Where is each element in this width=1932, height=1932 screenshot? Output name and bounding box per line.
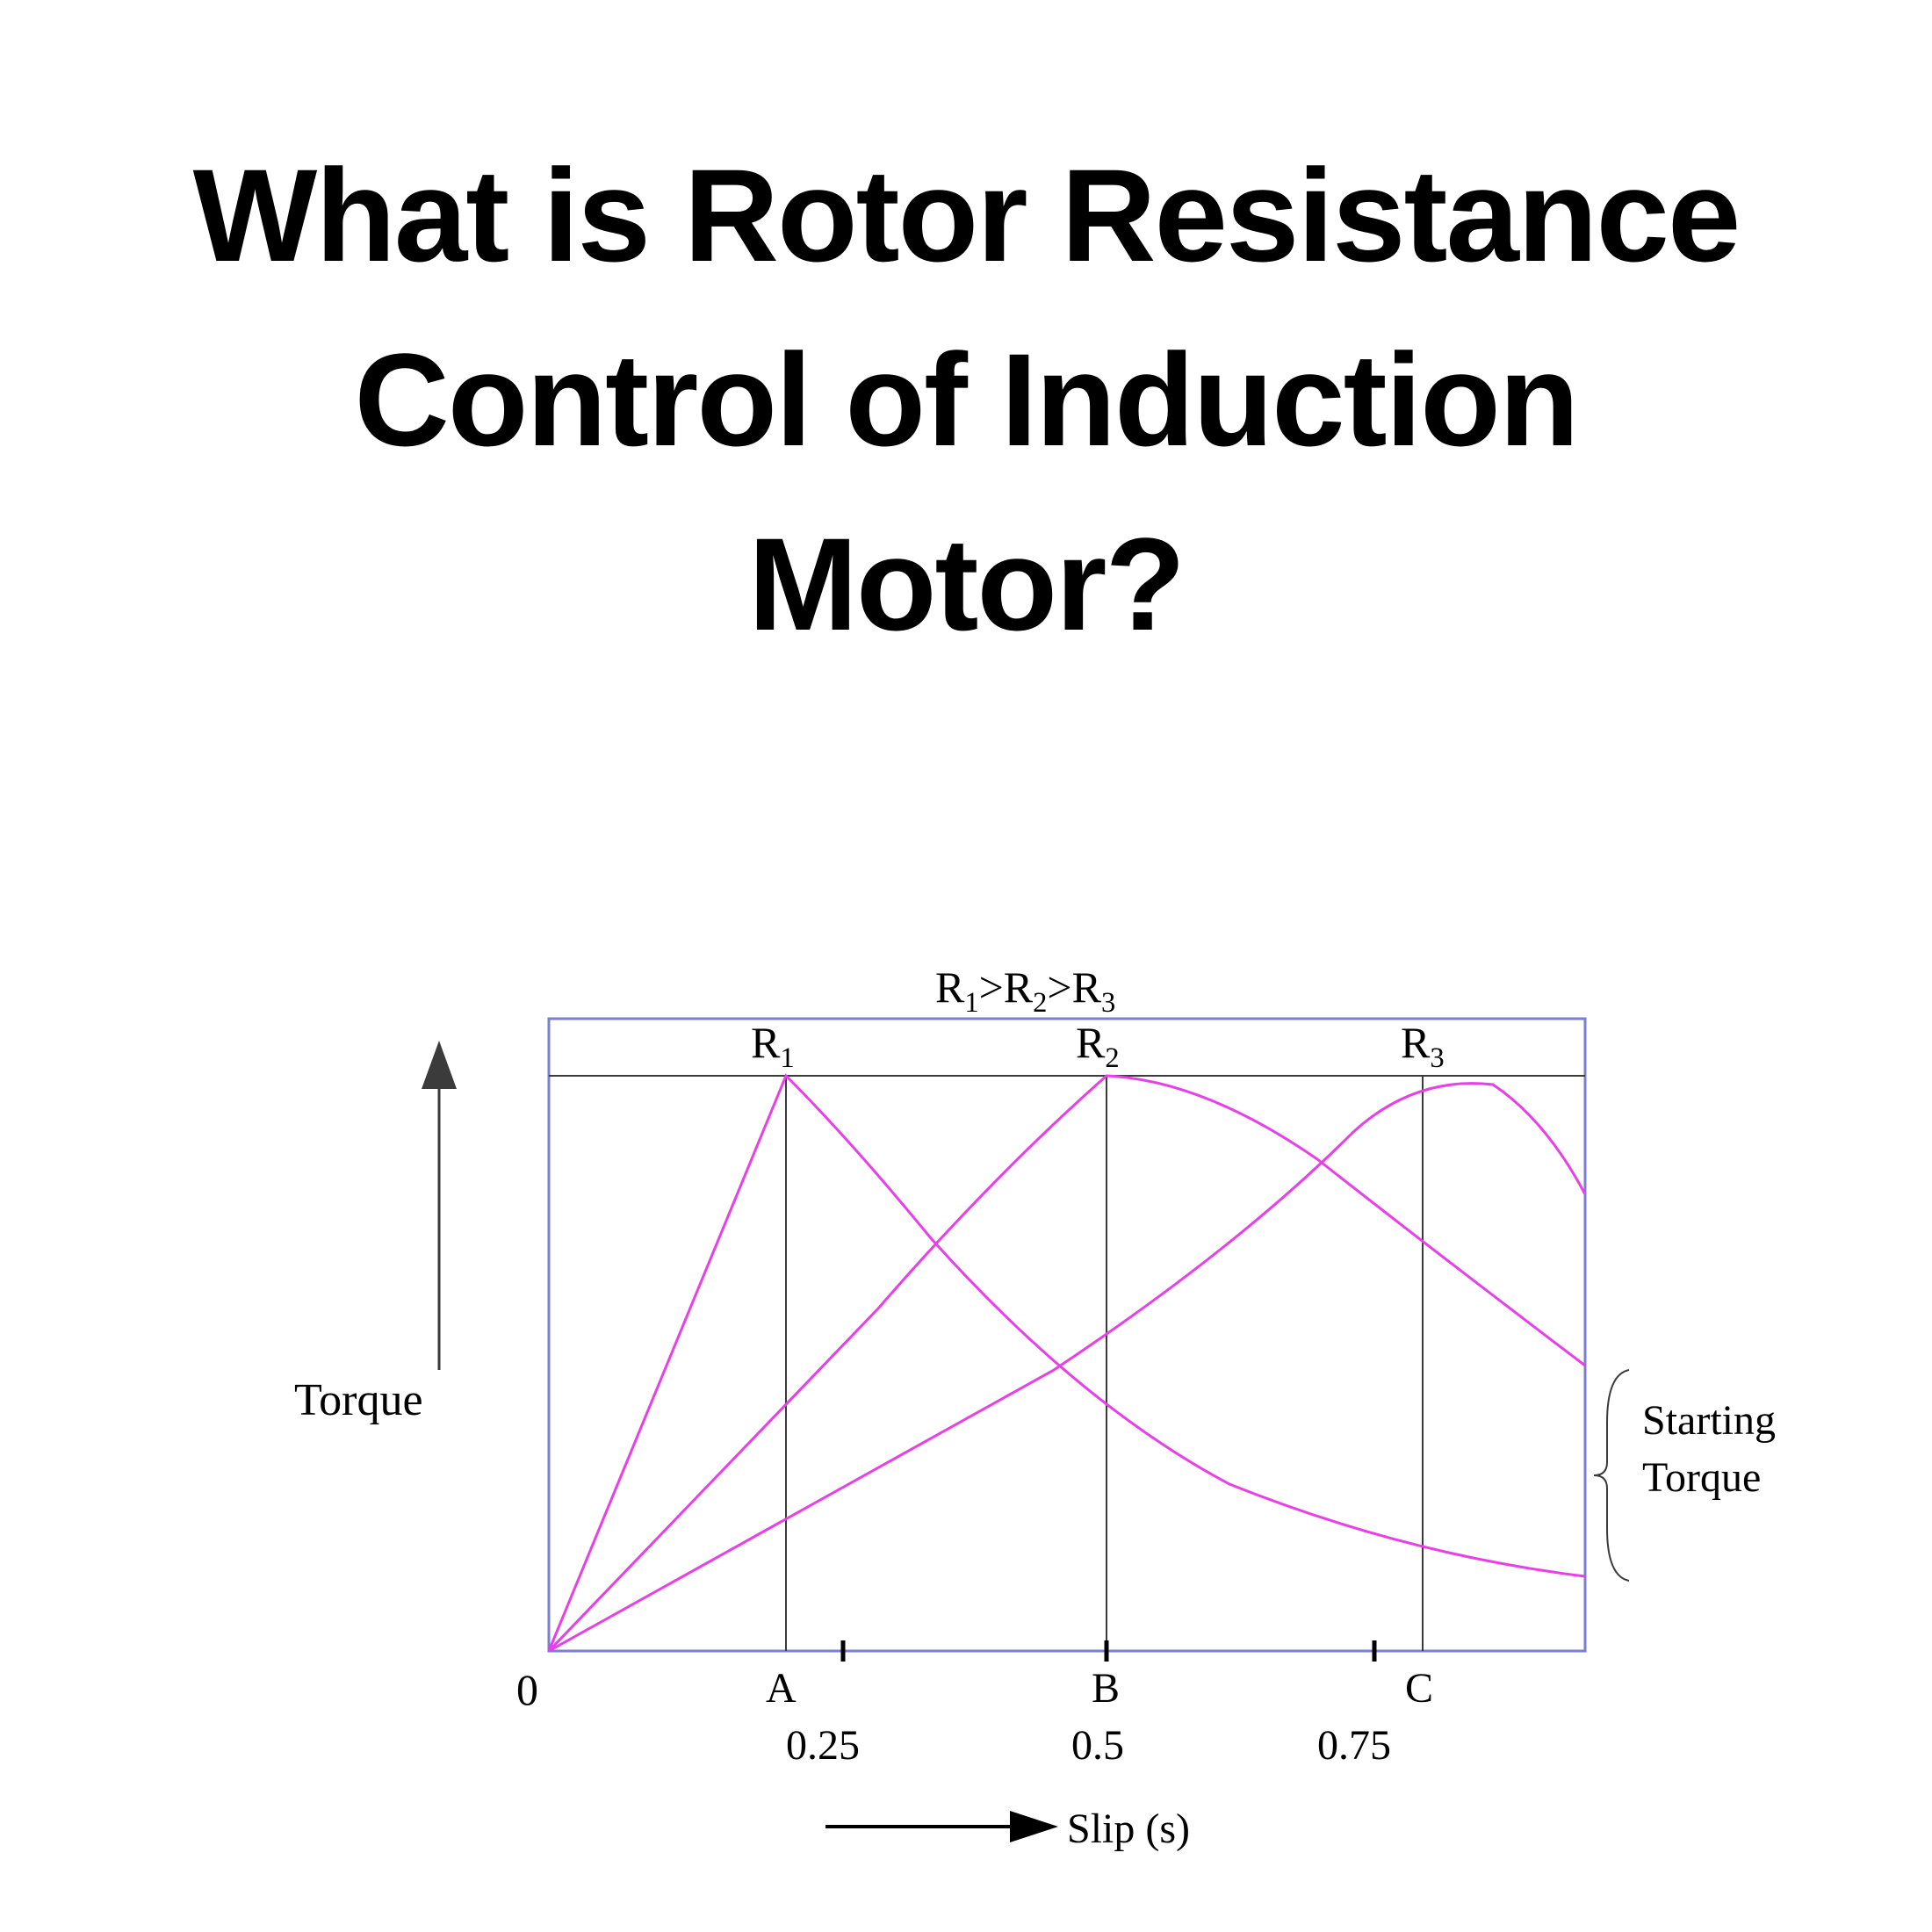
slip-axis-label: Slip (s) (1067, 1805, 1190, 1853)
starting-torque-label-1: Starting (1642, 1396, 1776, 1445)
point-c-label: C (1405, 1664, 1433, 1712)
xtick-05-label: 0.5 (1071, 1721, 1124, 1770)
xtick-075-label: 0.75 (1317, 1721, 1391, 1770)
point-a-label: A (766, 1664, 797, 1712)
torque-axis-label: Torque (294, 1374, 423, 1426)
starting-torque-label-2: Torque (1642, 1453, 1761, 1502)
point-b-label: B (1092, 1664, 1120, 1712)
xtick-025-label: 0.25 (786, 1721, 860, 1770)
condition-label: R1>R2>R3 (935, 962, 1115, 1020)
y-axis-arrow-head (422, 1041, 457, 1089)
r1-label: R1 (751, 1017, 795, 1075)
r2-label: R2 (1076, 1017, 1120, 1075)
curve-r3 (549, 1084, 1585, 1651)
starting-torque-brace (1594, 1370, 1629, 1581)
origin-label: 0 (516, 1664, 538, 1715)
chart-frame (549, 1019, 1585, 1651)
r3-label: R3 (1401, 1017, 1445, 1075)
x-axis-arrow-head (1010, 1811, 1058, 1842)
